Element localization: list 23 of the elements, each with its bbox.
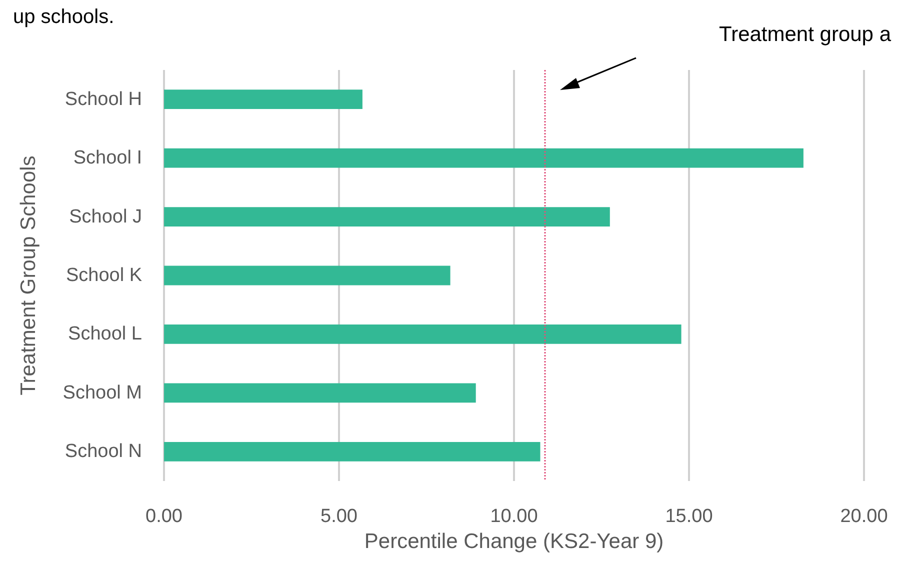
- bar: [164, 90, 362, 110]
- y-tick-label: School J: [69, 206, 142, 228]
- y-tick-label: School N: [64, 441, 142, 462]
- y-tick-label: School K: [66, 265, 142, 286]
- bar: [164, 207, 610, 226]
- x-tick-label: 5.00: [320, 506, 358, 527]
- bar: [164, 442, 540, 462]
- x-tick-label: 0.00: [146, 506, 182, 527]
- x-tick-label: 10.00: [490, 506, 538, 527]
- y-axis-title: Treatment Group Schools: [17, 156, 40, 396]
- x-tick-label: 20.00: [840, 506, 888, 527]
- y-tick-label: School H: [64, 88, 142, 110]
- x-axis-title: Percentile Change (KS2-Year 9): [364, 530, 664, 553]
- bar: [164, 148, 804, 168]
- x-tick-label: 15.00: [665, 506, 713, 527]
- bar: [164, 383, 476, 403]
- bar: [164, 266, 450, 286]
- y-tick-label: School M: [62, 382, 142, 404]
- bar: [164, 324, 682, 344]
- chart-title: up schools.: [13, 6, 114, 28]
- y-tick-label: School L: [68, 324, 142, 345]
- y-tick-label: School I: [73, 148, 142, 169]
- text: Treatment group a: [719, 23, 892, 46]
